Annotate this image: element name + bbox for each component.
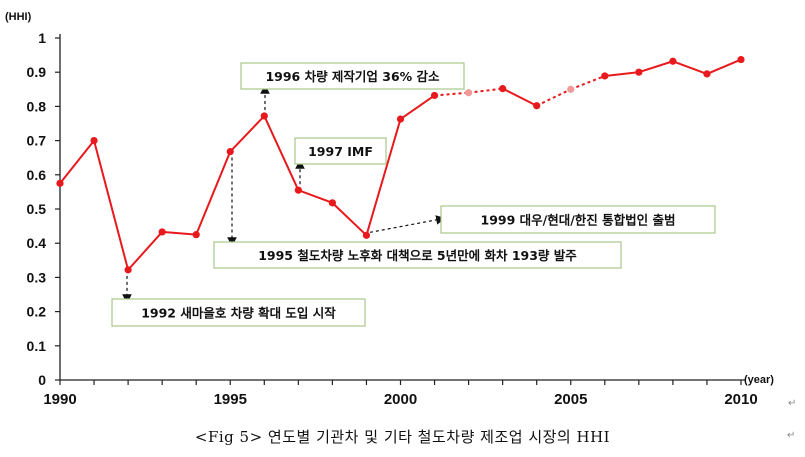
y-tick-label: 0.4 <box>27 235 47 251</box>
x-tick-label: 2010 <box>724 391 757 408</box>
annotation-label: 1999 대우/현대/한진 통합법인 출범 <box>481 213 676 228</box>
data-point <box>567 85 575 93</box>
annotation-box: 1997 IMF <box>294 137 387 165</box>
data-point <box>737 55 745 64</box>
annotations: 1992 새마을호 차량 확대 도입 시작 1995 철도차량 노후화 대책으로 … <box>111 62 716 327</box>
series-segment <box>399 94 436 120</box>
data-point <box>669 57 677 65</box>
data-point <box>90 137 98 145</box>
paragraph-mark-icon: ↵ <box>788 398 797 409</box>
series-segment <box>195 151 232 236</box>
annotation-frame <box>440 205 716 234</box>
series-segment <box>536 88 572 107</box>
x-axis-label: (year) <box>744 374 774 386</box>
annotation-box: 1996 차량 제작기업 36% 감소 <box>240 62 465 90</box>
annotation-box: 1995 철도차량 노후화 대책으로 5년만에 화차 193량 발주 <box>213 241 622 269</box>
series-segment <box>298 189 333 204</box>
series-segment <box>434 91 469 97</box>
series-line <box>56 55 745 274</box>
data-point <box>226 147 234 156</box>
y-tick-label: 0.9 <box>27 64 47 80</box>
data-point <box>158 228 166 236</box>
axes: 0 0.1 0.2 0.3 0.4 0.5 0.6 0.7 0.8 0.9 1 1990 1995 200… <box>5 11 774 408</box>
data-point <box>430 91 439 100</box>
data-point <box>294 186 302 194</box>
series-segment <box>638 60 674 74</box>
annotation-frame <box>294 137 387 165</box>
annotation-label: 1992 새마을호 차량 확대 도입 시작 <box>141 306 336 321</box>
line-chart: 0 0.1 0.2 0.3 0.4 0.5 0.6 0.7 0.8 0.9 1 1990 1995 200… <box>5 11 774 408</box>
series-segment <box>672 60 708 75</box>
y-tick-label: 0.3 <box>27 269 47 285</box>
series-segment <box>706 58 742 75</box>
data-point <box>192 231 200 239</box>
y-tick-label: 0.7 <box>27 133 47 149</box>
y-tick-label: 0.6 <box>27 167 47 183</box>
annotation-frame <box>240 62 465 90</box>
series-segment <box>127 231 163 271</box>
series-segment <box>93 140 130 271</box>
series-segment <box>59 139 95 184</box>
data-point <box>635 68 643 76</box>
y-tick-label: 1 <box>38 30 46 46</box>
y-tick-label: 0.5 <box>27 201 47 217</box>
data-point <box>328 199 336 207</box>
annotation-label: 1997 IMF <box>308 144 373 159</box>
figure-caption: <Fig 5> 연도별 기관차 및 기타 철도차량 제조업 시장의 HHI <box>194 428 611 446</box>
series-segment <box>502 87 538 107</box>
data-point <box>260 112 268 120</box>
data-point <box>533 102 541 110</box>
data-point <box>465 89 473 97</box>
data-point <box>362 231 371 239</box>
y-axis-label: (HHI) <box>5 11 32 23</box>
series-segment <box>229 115 266 153</box>
y-tick-label: 0.2 <box>27 304 47 320</box>
y-tick-label: 0.1 <box>27 338 47 354</box>
annotation-label: 1996 차량 제작기업 36% 감소 <box>265 69 440 84</box>
series-segment <box>263 115 300 191</box>
series-segment <box>365 118 402 236</box>
data-point <box>56 179 64 187</box>
data-point <box>396 115 405 123</box>
series-segment <box>331 202 368 237</box>
data-point <box>499 85 507 93</box>
annotation-arrow <box>369 215 446 233</box>
x-tick-label: 2000 <box>384 391 417 408</box>
annotation-arrows <box>122 84 446 304</box>
data-point <box>124 266 132 274</box>
annotation-frame <box>213 241 622 269</box>
x-tick-label: 1990 <box>43 391 76 408</box>
series-segment <box>570 75 606 91</box>
series-segment <box>604 71 639 77</box>
data-point <box>601 72 609 80</box>
annotation-frame <box>111 298 366 327</box>
series-segment <box>468 87 503 94</box>
data-point <box>703 70 711 78</box>
series-segment <box>162 230 197 236</box>
y-tick-label: 0.8 <box>27 98 47 114</box>
paragraph-mark-icon: ↵ <box>787 430 796 441</box>
x-tick-label: 1995 <box>214 391 247 408</box>
x-tick-label: 2005 <box>554 391 587 408</box>
annotation-box: 1992 새마을호 차량 확대 도입 시작 <box>111 298 366 327</box>
y-tick-label: 0 <box>38 372 46 388</box>
annotation-label: 1995 철도차량 노후화 대책으로 5년만에 화차 193량 발주 <box>258 248 577 263</box>
annotation-box: 1999 대우/현대/한진 통합법인 출범 <box>440 205 716 234</box>
